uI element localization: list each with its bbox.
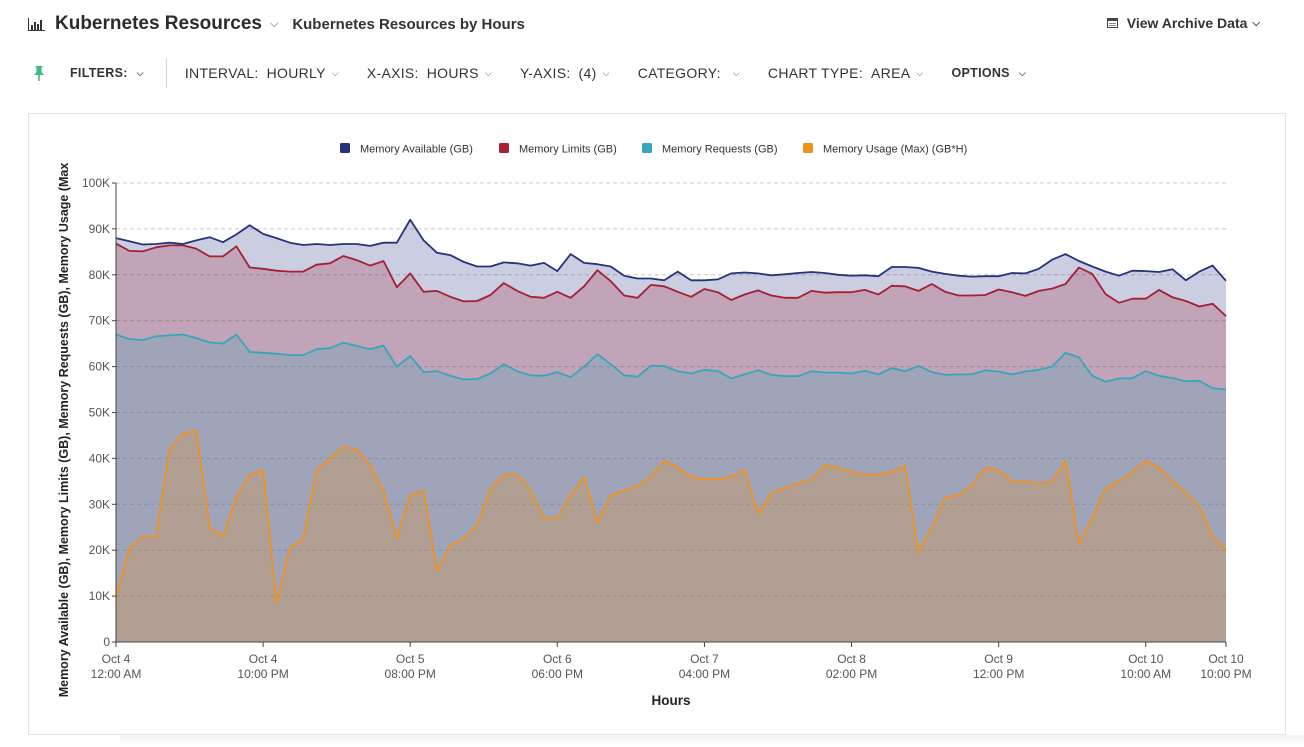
y-tick-label: 90K bbox=[89, 222, 110, 236]
y-tick-label: 40K bbox=[89, 451, 110, 465]
series-area bbox=[116, 243, 1226, 642]
x-axis-key: X-AXIS: bbox=[366, 65, 419, 81]
legend-item[interactable]: Memory Requests (GB) bbox=[642, 143, 778, 156]
chevron-down-icon: ⌵ bbox=[1252, 17, 1260, 29]
bar-chart-icon bbox=[28, 17, 45, 31]
x-tick-label: Oct 10 bbox=[1208, 652, 1244, 666]
y-axis-value: (4) bbox=[578, 65, 597, 81]
chart-toolbar: FILTERS: ⌵ INTERVAL: HOURLY ⌵ X-AXIS: HO… bbox=[30, 58, 1054, 88]
x-tick-label: Oct 10 bbox=[1128, 652, 1164, 666]
chart-type-key: CHART TYPE: bbox=[767, 65, 864, 81]
legend-label: Memory Usage (Max) (GB*H) bbox=[823, 144, 967, 156]
y-tick-label: 0 bbox=[103, 635, 110, 649]
view-archive-data-label: View Archive Data bbox=[1126, 15, 1248, 31]
x-tick-label: 08:00 PM bbox=[385, 667, 436, 681]
chevron-down-icon[interactable]: ⌵ bbox=[269, 17, 279, 30]
interval-key: INTERVAL: bbox=[184, 65, 259, 81]
legend-label: Memory Requests (GB) bbox=[662, 144, 778, 156]
chevron-down-icon: ⌵ bbox=[732, 67, 740, 78]
filters-label: FILTERS: bbox=[70, 66, 128, 80]
series-line bbox=[115, 333, 1227, 391]
x-tick-label: 12:00 PM bbox=[973, 667, 1024, 681]
chart-areas bbox=[116, 219, 1226, 642]
y-tick-label: 60K bbox=[89, 360, 110, 374]
bottom-shadow bbox=[120, 735, 1304, 747]
chart-grid bbox=[116, 182, 1226, 597]
legend-swatch bbox=[642, 143, 652, 153]
y-tick-label: 20K bbox=[89, 543, 110, 557]
x-tick-label: 02:00 PM bbox=[826, 667, 877, 681]
page-subtitle: Kubernetes Resources by Hours bbox=[292, 15, 525, 33]
page-title[interactable]: Kubernetes Resources bbox=[55, 13, 262, 34]
series-area bbox=[116, 219, 1226, 642]
y-axis-label: Memory Available (GB), Memory Limits (GB… bbox=[57, 163, 71, 698]
chevron-down-icon: ⌵ bbox=[602, 67, 610, 78]
x-tick-label: Oct 6 bbox=[543, 652, 572, 666]
x-axis-label: Hours bbox=[651, 693, 690, 708]
legend-item[interactable]: Memory Limits (GB) bbox=[499, 143, 617, 156]
legend-swatch bbox=[499, 143, 509, 153]
x-tick-label: 12:00 AM bbox=[91, 667, 142, 681]
options-label: OPTIONS bbox=[951, 66, 1010, 80]
x-tick-label: 10:00 PM bbox=[1200, 667, 1251, 681]
y-tick-label: 100K bbox=[82, 176, 110, 190]
series-area bbox=[116, 334, 1226, 642]
y-tick-label: 50K bbox=[89, 406, 110, 420]
x-tick-label: 06:00 PM bbox=[532, 667, 583, 681]
x-tick-label: 10:00 AM bbox=[1120, 667, 1171, 681]
chart-type-value: AREA bbox=[871, 65, 911, 81]
chart-legend: Memory Available (GB) Memory Limits (GB) M… bbox=[340, 143, 967, 156]
chevron-down-icon: ⌵ bbox=[136, 67, 144, 78]
legend-label: Memory Limits (GB) bbox=[519, 144, 617, 156]
chart-panel bbox=[28, 113, 1286, 735]
x-tick-label: Oct 7 bbox=[690, 652, 719, 666]
category-key: CATEGORY: bbox=[637, 65, 721, 81]
calendar-icon bbox=[1106, 18, 1118, 28]
legend-label: Memory Available (GB) bbox=[360, 144, 473, 156]
y-axis-dropdown[interactable]: Y-AXIS: (4) ⌵ bbox=[520, 65, 610, 81]
x-axis-value: HOURS bbox=[426, 65, 479, 81]
x-tick-label: Oct 4 bbox=[102, 652, 131, 666]
y-tick-label: 10K bbox=[89, 589, 110, 603]
interval-value: HOURLY bbox=[266, 65, 326, 81]
y-tick-label: 30K bbox=[89, 497, 110, 511]
chart-type-dropdown[interactable]: CHART TYPE: AREA ⌵ bbox=[768, 65, 924, 81]
category-dropdown[interactable]: CATEGORY: ⌵ bbox=[638, 65, 740, 81]
chevron-down-icon: ⌵ bbox=[484, 67, 492, 78]
series-line bbox=[115, 429, 1227, 604]
series-line bbox=[115, 242, 1227, 317]
x-tick-label: Oct 8 bbox=[837, 652, 866, 666]
legend-item[interactable]: Memory Available (GB) bbox=[340, 143, 473, 156]
view-archive-data-button[interactable]: View Archive Data ⌵ bbox=[1106, 15, 1260, 31]
y-tick-label: 80K bbox=[89, 268, 110, 282]
series-line bbox=[115, 218, 1227, 282]
legend-swatch bbox=[803, 143, 813, 153]
series-area bbox=[116, 430, 1226, 642]
x-tick-label: Oct 9 bbox=[984, 652, 1013, 666]
filters-dropdown[interactable]: FILTERS: ⌵ bbox=[70, 66, 144, 80]
page-header: Kubernetes Resources ⌵ Kubernetes Resour… bbox=[28, 10, 1264, 38]
y-tick-label: 70K bbox=[89, 314, 110, 328]
chevron-down-icon: ⌵ bbox=[1018, 67, 1026, 78]
chevron-down-icon: ⌵ bbox=[916, 67, 924, 78]
interval-dropdown[interactable]: INTERVAL: HOURLY ⌵ bbox=[185, 65, 339, 81]
x-tick-label: Oct 5 bbox=[396, 652, 425, 666]
x-tick-label: 04:00 PM bbox=[679, 667, 730, 681]
pin-icon[interactable] bbox=[30, 64, 48, 82]
x-axis-dropdown[interactable]: X-AXIS: HOURS ⌵ bbox=[367, 65, 492, 81]
legend-swatch bbox=[340, 143, 350, 153]
y-axis-key: Y-AXIS: bbox=[519, 65, 571, 81]
toolbar-divider bbox=[165, 58, 167, 88]
x-tick-label: Oct 4 bbox=[249, 652, 278, 666]
chart-lines bbox=[115, 218, 1227, 604]
legend-item[interactable]: Memory Usage (Max) (GB*H) bbox=[803, 143, 967, 156]
x-tick-label: 10:00 PM bbox=[237, 667, 288, 681]
chevron-down-icon: ⌵ bbox=[331, 67, 339, 78]
options-dropdown[interactable]: OPTIONS ⌵ bbox=[951, 66, 1025, 80]
